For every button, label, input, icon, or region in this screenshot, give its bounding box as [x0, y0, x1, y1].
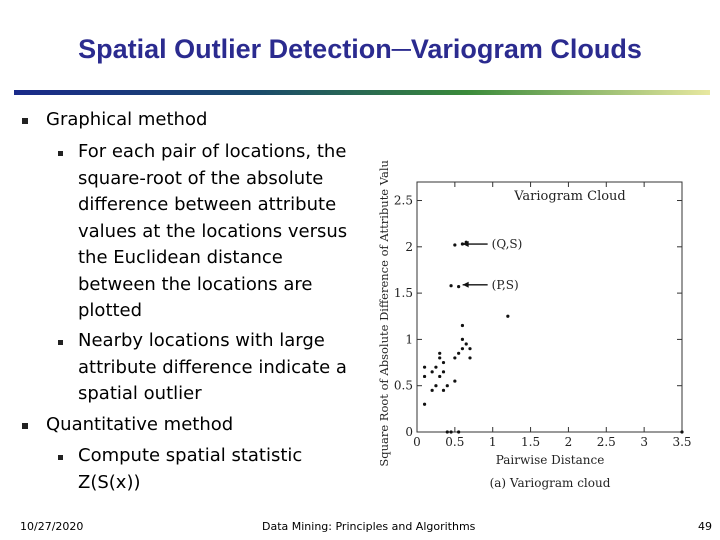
- scatter-point: [445, 430, 449, 434]
- bullet-marker: [22, 423, 28, 429]
- x-tick-label: 2: [565, 435, 573, 449]
- bullet-spatial-outlier: Nearby locations with large attribute di…: [78, 330, 347, 404]
- x-axis-label: Pairwise Distance: [496, 453, 605, 467]
- y-tick-label: 1: [405, 332, 413, 346]
- x-tick-label: 2.5: [597, 435, 616, 449]
- bullet-marker: [58, 340, 63, 345]
- scatter-point: [438, 374, 442, 379]
- scatter-point: [438, 351, 442, 355]
- bullet-spatial-statistic: Compute spatial statistic Z(S(x)): [78, 445, 303, 493]
- scatter-point: [438, 356, 442, 360]
- y-tick-label: 0.5: [394, 379, 413, 393]
- y-tick-label: 2: [405, 240, 413, 254]
- footer-title: Data Mining: Principles and Algorithms: [262, 520, 476, 533]
- scatter-point: [441, 360, 446, 365]
- bullet-quantitative-method: Quantitative method: [46, 414, 234, 435]
- scatter-point: [422, 365, 427, 369]
- scatter-point: [445, 384, 449, 388]
- scatter-point: [457, 285, 461, 289]
- scatter-point: [434, 365, 438, 369]
- scatter-point: [422, 402, 427, 406]
- annotation-arrowhead: [462, 281, 469, 288]
- x-tick-label: 3: [640, 435, 648, 449]
- annotation-label: (P,S): [492, 278, 519, 292]
- scatter-point: [449, 284, 453, 288]
- title-divider: [14, 90, 710, 95]
- x-tick-label: 0.5: [445, 435, 464, 449]
- scatter-point: [453, 356, 457, 360]
- plot-frame: [416, 181, 683, 433]
- footer-date: 10/27/2020: [20, 520, 84, 533]
- scatter-point: [449, 430, 453, 434]
- scatter-point: [453, 379, 457, 383]
- scatter-point: [506, 314, 510, 318]
- x-tick-label: 3.5: [672, 435, 691, 449]
- y-axis-label: Square Root of Absolute Difference of At…: [377, 160, 391, 467]
- y-tick-label: 2.5: [394, 194, 413, 208]
- x-tick-label: 1.5: [521, 435, 540, 449]
- scatter-point: [422, 374, 427, 379]
- bullet-graphical-method: Graphical method: [46, 109, 208, 130]
- bullet-pair-description: For each pair of locations, the square-r…: [78, 141, 348, 321]
- scatter-point: [441, 388, 446, 392]
- y-tick-label: 0: [405, 425, 413, 439]
- annotation-label: (Q,S): [492, 237, 523, 251]
- chart-title: Variogram Cloud: [513, 189, 626, 204]
- scatter-point: [460, 347, 465, 351]
- scatter-point: [441, 370, 446, 374]
- x-tick-label: 1: [489, 435, 497, 449]
- variogram-cloud-chart: Variogram Cloud Square Root of Absolute …: [377, 160, 692, 490]
- chart-caption: (a) Variogram cloud: [490, 476, 611, 490]
- slide-title: Spatial Outlier Detection─Variogram Clou…: [78, 34, 642, 64]
- scatter-point: [457, 430, 461, 434]
- scatter-point: [430, 388, 434, 392]
- annotation-arrowhead: [462, 241, 469, 248]
- scatter-point: [468, 347, 472, 351]
- scatter-point: [457, 351, 461, 355]
- bullet-marker: [58, 455, 63, 460]
- y-tick-label: 1.5: [394, 286, 413, 300]
- x-tick-label: 0: [413, 435, 421, 449]
- scatter-point: [453, 243, 457, 247]
- scatter-point: [434, 384, 438, 388]
- bullet-marker: [58, 151, 63, 156]
- scatter-point: [468, 356, 472, 360]
- scatter-point: [460, 337, 465, 342]
- bullet-marker: [22, 118, 28, 124]
- scatter-point: [680, 430, 684, 434]
- scatter-point: [460, 242, 465, 246]
- scatter-point: [464, 342, 468, 346]
- scatter-point: [460, 323, 465, 328]
- scatter-point: [430, 370, 434, 374]
- footer-page-number: 49: [698, 520, 712, 533]
